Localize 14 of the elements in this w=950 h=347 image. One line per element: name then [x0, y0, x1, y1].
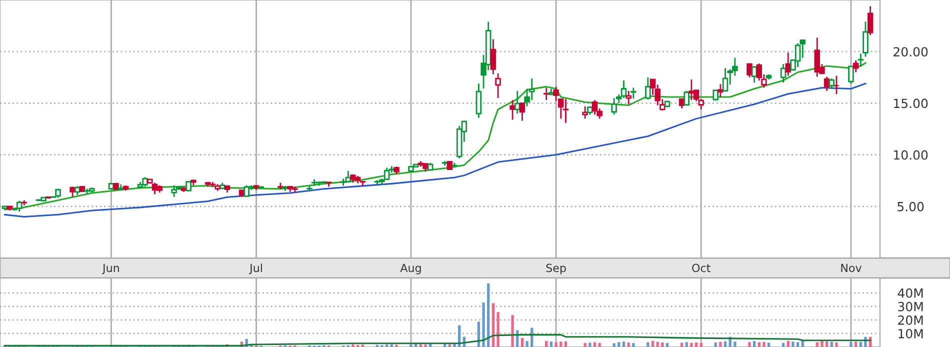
y-tick-label: 40M [898, 288, 923, 298]
x-tick-label: Sep [546, 264, 566, 274]
x-tick-label: Nov [841, 264, 862, 272]
y-tick-label: 10M [898, 328, 923, 338]
y-tick-label: 5.00 [898, 202, 924, 212]
y-tick-label: 20.00 [894, 47, 928, 57]
x-tick-label: Jul [248, 264, 262, 274]
x-tick-label: Oct [692, 264, 710, 272]
y-tick-label: 10.00 [894, 150, 928, 160]
x-tick-label: Jun [102, 264, 119, 274]
y-tick-label: 15.00 [894, 98, 928, 108]
x-tick-label: Aug [400, 264, 421, 274]
y-tick-label: 20M [898, 315, 923, 325]
y-tick-label: 30M [898, 302, 923, 312]
